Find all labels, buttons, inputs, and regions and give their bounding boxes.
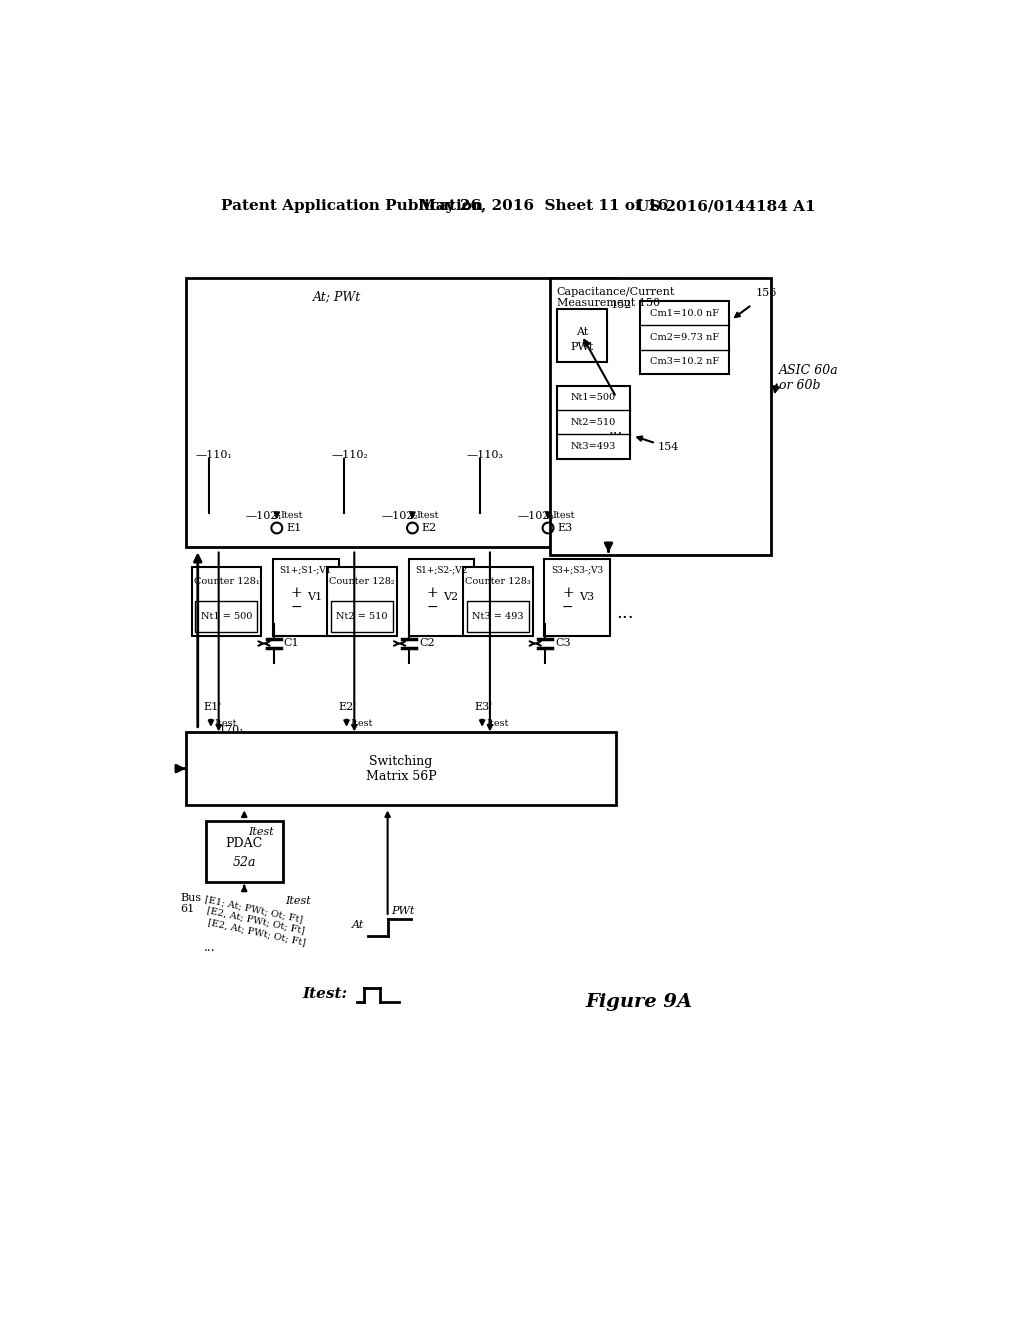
- Text: Itest: Itest: [215, 719, 238, 729]
- FancyBboxPatch shape: [550, 277, 771, 554]
- Text: Cm1=10.0 nF: Cm1=10.0 nF: [649, 309, 719, 318]
- Text: Itest: Itest: [281, 511, 303, 520]
- Text: Nt1=500: Nt1=500: [570, 393, 616, 403]
- Text: Patent Application Publication: Patent Application Publication: [221, 199, 483, 213]
- Text: Itest: Itest: [350, 719, 373, 729]
- Text: S3+;S3-;V3: S3+;S3-;V3: [551, 566, 603, 574]
- Text: At; PWt: At; PWt: [312, 290, 360, 304]
- Text: —110₁: —110₁: [196, 450, 232, 459]
- Text: Itest: Itest: [248, 828, 273, 837]
- Text: [E2, At; PWt; Ot; Ft]: [E2, At; PWt; Ot; Ft]: [206, 906, 305, 936]
- FancyBboxPatch shape: [196, 601, 257, 632]
- Text: 152: 152: [611, 300, 632, 310]
- Text: PWt: PWt: [570, 342, 594, 352]
- Text: V3: V3: [579, 593, 594, 602]
- FancyBboxPatch shape: [331, 601, 393, 632]
- Text: Counter 128₃: Counter 128₃: [465, 577, 530, 586]
- Text: At: At: [352, 920, 365, 929]
- FancyBboxPatch shape: [467, 601, 528, 632]
- Text: E3: E3: [557, 523, 572, 533]
- Text: ...: ...: [609, 422, 624, 437]
- FancyBboxPatch shape: [557, 309, 607, 363]
- Text: Itest: Itest: [552, 511, 574, 520]
- Text: Cm3=10.2 nF: Cm3=10.2 nF: [649, 358, 719, 367]
- Text: —110₃: —110₃: [467, 450, 504, 459]
- Text: Figure 9A: Figure 9A: [586, 993, 693, 1011]
- Text: V2: V2: [443, 593, 459, 602]
- Text: Itest: Itest: [417, 511, 439, 520]
- Text: −: −: [562, 599, 573, 614]
- Text: PDAC: PDAC: [225, 837, 263, 850]
- Text: E1': E1': [203, 702, 221, 711]
- Text: Capacitance/Current: Capacitance/Current: [557, 286, 675, 297]
- Text: ...: ...: [204, 941, 216, 954]
- Text: 156: 156: [756, 288, 777, 298]
- FancyBboxPatch shape: [186, 733, 616, 805]
- Text: E2': E2': [339, 702, 357, 711]
- Text: US 2016/0144184 A1: US 2016/0144184 A1: [636, 199, 815, 213]
- Text: Itest:: Itest:: [302, 987, 347, 1001]
- Text: Itest: Itest: [486, 719, 509, 729]
- Text: Bus: Bus: [180, 892, 202, 903]
- FancyBboxPatch shape: [206, 821, 283, 882]
- Text: May 26, 2016  Sheet 11 of 16: May 26, 2016 Sheet 11 of 16: [419, 199, 668, 213]
- Text: 154: 154: [657, 442, 679, 453]
- FancyBboxPatch shape: [557, 385, 630, 459]
- Text: PWt: PWt: [391, 907, 415, 916]
- Text: Nt2=510: Nt2=510: [570, 417, 616, 426]
- Text: —102₃: —102₃: [517, 511, 554, 521]
- Text: 52a: 52a: [232, 857, 256, 870]
- Text: Nt3=493: Nt3=493: [570, 442, 616, 451]
- Text: E2: E2: [422, 523, 437, 533]
- Text: V1: V1: [307, 593, 323, 602]
- Text: S1+;S2-;V2: S1+;S2-;V2: [416, 566, 468, 574]
- FancyBboxPatch shape: [409, 558, 474, 636]
- Text: 170₁: 170₁: [219, 725, 245, 735]
- Text: Counter 128₂: Counter 128₂: [330, 577, 395, 586]
- FancyBboxPatch shape: [328, 566, 397, 636]
- FancyBboxPatch shape: [273, 558, 339, 636]
- Text: [E1; At; PWt; Ot; Ft]: [E1; At; PWt; Ot; Ft]: [204, 895, 304, 924]
- FancyBboxPatch shape: [191, 566, 261, 636]
- Text: Counter 128₁: Counter 128₁: [194, 577, 259, 586]
- Text: —102₂: —102₂: [381, 511, 418, 521]
- Text: C3: C3: [555, 639, 570, 648]
- Text: Nt1 = 500: Nt1 = 500: [201, 612, 252, 620]
- Text: C1: C1: [284, 639, 299, 648]
- Text: −: −: [291, 599, 302, 614]
- Text: Nt2 = 510: Nt2 = 510: [336, 612, 388, 620]
- Text: ...: ...: [616, 603, 634, 622]
- Text: Nt3 = 493: Nt3 = 493: [472, 612, 523, 620]
- Text: or 60b: or 60b: [779, 379, 820, 392]
- Text: —102₁: —102₁: [246, 511, 283, 521]
- Text: C2: C2: [420, 639, 435, 648]
- FancyBboxPatch shape: [640, 301, 729, 374]
- Text: E1: E1: [286, 523, 301, 533]
- Text: ASIC 60a: ASIC 60a: [779, 363, 839, 376]
- Text: Cm2=9.73 nF: Cm2=9.73 nF: [649, 333, 719, 342]
- Text: At: At: [575, 326, 588, 337]
- FancyBboxPatch shape: [186, 277, 616, 548]
- Text: S1+;S1-;V1: S1+;S1-;V1: [280, 566, 332, 574]
- Text: +: +: [291, 586, 302, 601]
- Text: Measurement 150: Measurement 150: [557, 298, 659, 308]
- FancyBboxPatch shape: [463, 566, 532, 636]
- Text: +: +: [562, 586, 573, 601]
- Text: +: +: [426, 586, 438, 601]
- Text: 61: 61: [180, 904, 195, 915]
- Text: E3': E3': [474, 702, 493, 711]
- Text: [E2, At; PWt; Ot; Ft]: [E2, At; PWt; Ot; Ft]: [207, 917, 307, 946]
- Text: Switching
Matrix 56P: Switching Matrix 56P: [366, 755, 436, 783]
- FancyBboxPatch shape: [544, 558, 610, 636]
- Text: —110₂: —110₂: [331, 450, 368, 459]
- Text: Itest: Itest: [286, 896, 311, 907]
- Text: −: −: [426, 599, 438, 614]
